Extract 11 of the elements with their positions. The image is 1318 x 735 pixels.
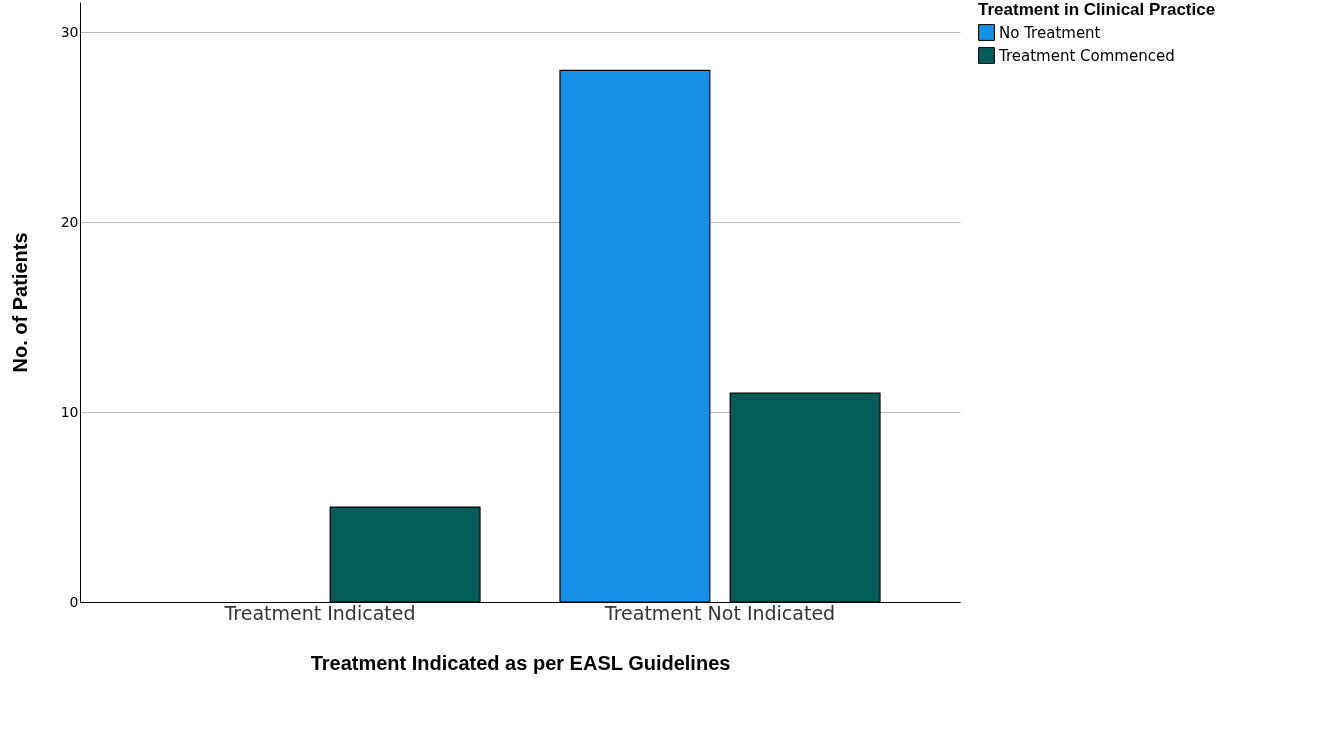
x-axis-title: Treatment Indicated as per EASL Guidelines xyxy=(310,651,731,674)
y-tick-label: 10 xyxy=(60,403,79,420)
y-axis-title: No. of Patients xyxy=(8,232,31,373)
y-tick-label: 20 xyxy=(60,213,79,230)
legend-label: Treatment Commenced xyxy=(998,46,1175,65)
x-tick-label: Treatment Indicated xyxy=(223,601,416,624)
y-tick-label: 30 xyxy=(60,23,79,40)
y-tick-label: 0 xyxy=(69,593,79,610)
legend-label: No Treatment xyxy=(999,23,1101,42)
x-tick-label: Treatment Not Indicated xyxy=(603,601,836,624)
legend-title: Treatment in Clinical Practice xyxy=(978,0,1216,19)
